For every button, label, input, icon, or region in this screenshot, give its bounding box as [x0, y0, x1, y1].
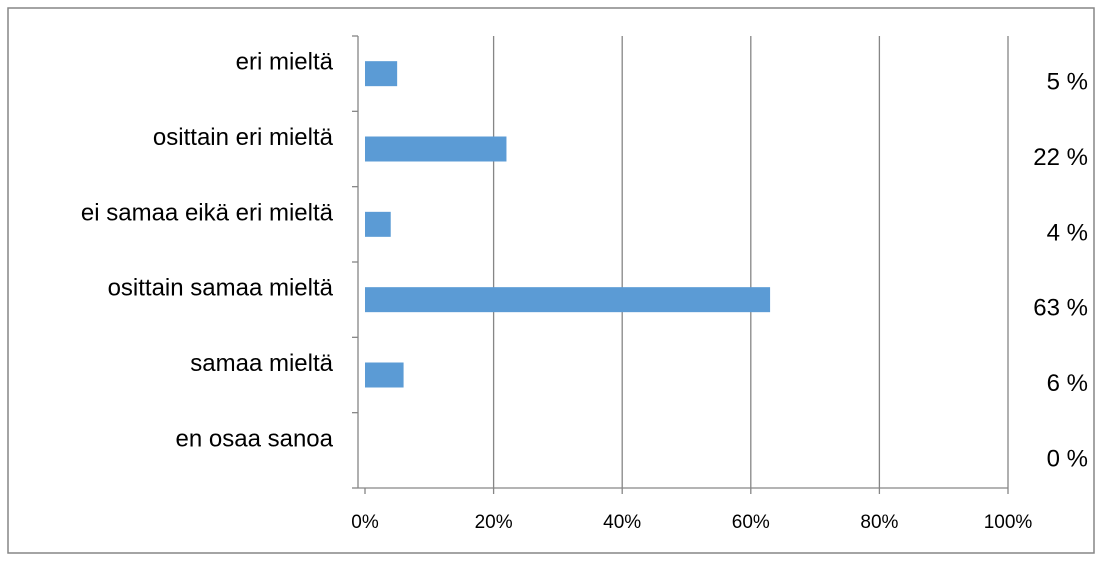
x-tick-label: 80% [860, 512, 898, 533]
x-tick-label: 0% [351, 512, 379, 533]
axes [352, 35, 1009, 494]
labels: 0% 20% 40% 60% 80% 100% eri mieltä 5 % osittain … [81, 49, 1088, 533]
data-label: 5 % [1047, 69, 1088, 96]
bar [365, 362, 404, 388]
bar [365, 211, 391, 237]
category-label: en osaa sanoa [176, 425, 334, 452]
category-label: ei samaa eikä eri mieltä [81, 199, 334, 226]
data-label: 22 % [1033, 144, 1088, 171]
category-label: osittain eri mieltä [153, 124, 334, 151]
bar [365, 136, 507, 162]
category-label: samaa mieltä [190, 350, 333, 377]
bar [365, 61, 398, 87]
x-tick-label: 20% [475, 512, 513, 533]
bars [365, 61, 771, 388]
data-label: 4 % [1047, 219, 1088, 246]
data-label: 6 % [1047, 370, 1088, 397]
bar [365, 287, 771, 313]
x-tick-label: 60% [732, 512, 770, 533]
data-label: 63 % [1033, 295, 1088, 322]
chart-border [7, 7, 1095, 554]
category-label: eri mieltä [236, 49, 334, 76]
x-tick-label: 100% [984, 512, 1033, 533]
data-label: 0 % [1047, 445, 1088, 472]
category-label: osittain samaa mieltä [108, 275, 334, 302]
x-tick-label: 40% [603, 512, 641, 533]
grid-lines [492, 36, 1009, 488]
